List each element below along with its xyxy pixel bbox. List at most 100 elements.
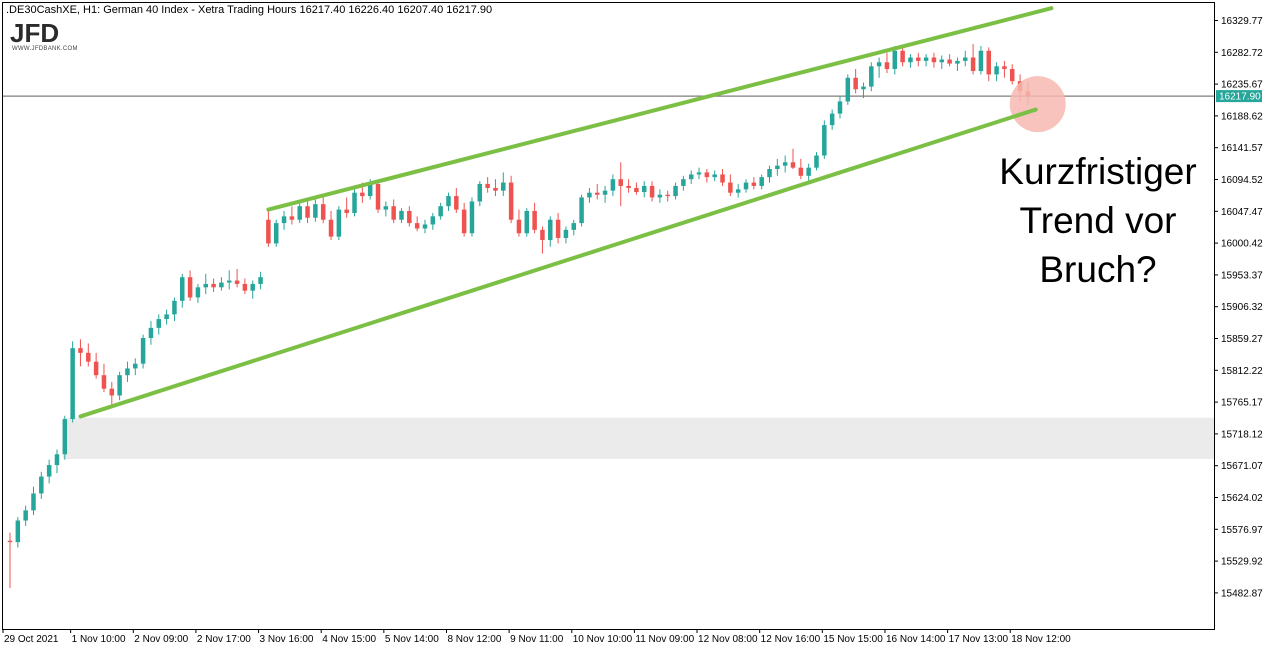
candle xyxy=(735,183,741,198)
candle-body xyxy=(1002,66,1007,70)
candle xyxy=(430,212,436,230)
candle xyxy=(297,202,302,224)
candle xyxy=(391,199,396,224)
x-tick-label: 3 Nov 16:00 xyxy=(260,634,314,645)
candle xyxy=(140,334,146,369)
candle-body xyxy=(548,219,553,241)
candle-body xyxy=(109,388,115,396)
candle-body xyxy=(101,375,107,389)
y-tick-label: 16329.77 xyxy=(1221,16,1263,27)
candle-body xyxy=(735,189,741,193)
candle-body xyxy=(23,510,28,521)
candle-body xyxy=(563,229,569,238)
candle-body xyxy=(955,60,960,64)
candle xyxy=(469,197,475,237)
lower-trendline xyxy=(78,107,1038,419)
candle-body xyxy=(861,86,866,90)
candle xyxy=(109,381,115,406)
candle-body xyxy=(994,66,999,75)
candle xyxy=(579,194,584,227)
candle xyxy=(657,189,663,203)
candle-body xyxy=(54,454,60,466)
candle xyxy=(923,54,929,67)
candle xyxy=(1002,60,1007,78)
candle xyxy=(422,219,428,234)
candle-body xyxy=(493,187,498,191)
candle-body xyxy=(657,194,663,198)
candle-body xyxy=(618,179,623,186)
candle-body xyxy=(344,209,349,213)
x-tick-label: 5 Nov 14:00 xyxy=(385,634,439,645)
candle-body xyxy=(485,183,490,188)
candle xyxy=(101,363,107,393)
candle-body xyxy=(234,280,240,284)
candle-body xyxy=(383,206,389,210)
candle-body xyxy=(226,280,232,283)
candle xyxy=(540,226,545,254)
candle-body xyxy=(258,277,263,284)
candle-body xyxy=(884,62,890,70)
candle xyxy=(501,172,506,197)
candle-body xyxy=(555,219,561,238)
candle xyxy=(634,182,639,195)
candle-body xyxy=(187,277,193,298)
candle xyxy=(900,46,905,67)
candle xyxy=(829,109,835,130)
candle-body xyxy=(195,287,201,298)
candle xyxy=(853,69,858,94)
candle xyxy=(117,371,122,401)
annotation: Kurzfristiger Trend vor Bruch? xyxy=(999,151,1196,290)
candle-body xyxy=(375,183,381,210)
x-tick-label: 2 Nov 17:00 xyxy=(197,634,251,645)
candle xyxy=(908,54,913,68)
y-tick-label: 15718.12 xyxy=(1221,429,1263,440)
candle-body xyxy=(814,155,819,168)
candle xyxy=(493,179,498,197)
candle-body xyxy=(328,219,334,237)
candle xyxy=(164,309,169,325)
y-tick-label: 15482.87 xyxy=(1221,588,1263,599)
candle-body xyxy=(281,216,287,224)
candle xyxy=(328,210,334,241)
plot-frame xyxy=(2,2,1215,630)
candle-body xyxy=(853,77,858,90)
candle-body xyxy=(806,167,811,176)
x-tick-label: 12 Nov 08:00 xyxy=(698,634,758,645)
x-tick-label: 17 Nov 13:00 xyxy=(949,634,1009,645)
candle-body xyxy=(665,194,670,197)
candle-body xyxy=(461,209,467,234)
candle-body xyxy=(798,167,804,176)
candle xyxy=(665,190,670,202)
candle xyxy=(641,181,647,198)
candle xyxy=(618,162,623,207)
jfd-logo: JFD WWW.JFDBANK.COM xyxy=(10,18,78,52)
candle xyxy=(767,165,772,183)
candle-body xyxy=(571,223,577,230)
candle xyxy=(375,181,381,213)
y-tick-label: 16282.72 xyxy=(1221,48,1263,59)
candle xyxy=(602,185,608,203)
candle xyxy=(532,202,537,234)
candle-body xyxy=(477,183,483,202)
candle-body xyxy=(148,327,154,339)
y-tick-label: 15529.92 xyxy=(1221,557,1263,568)
y-tick-label: 16141.57 xyxy=(1221,143,1263,154)
candle-body xyxy=(360,192,365,197)
candle xyxy=(978,46,984,75)
candle-body xyxy=(156,319,162,328)
candle-body xyxy=(266,219,271,244)
candle-body xyxy=(673,185,678,197)
candle xyxy=(610,174,616,197)
candle-body xyxy=(876,62,882,67)
candle xyxy=(963,50,968,67)
candle xyxy=(414,216,420,232)
y-tick-label: 15576.97 xyxy=(1221,525,1263,536)
candle-body xyxy=(751,182,757,186)
candle-body xyxy=(688,174,694,180)
candle-body xyxy=(1009,69,1015,82)
candle-body xyxy=(86,352,91,362)
candle xyxy=(822,120,827,159)
support-zone xyxy=(62,417,1214,459)
candle-body xyxy=(908,57,913,63)
